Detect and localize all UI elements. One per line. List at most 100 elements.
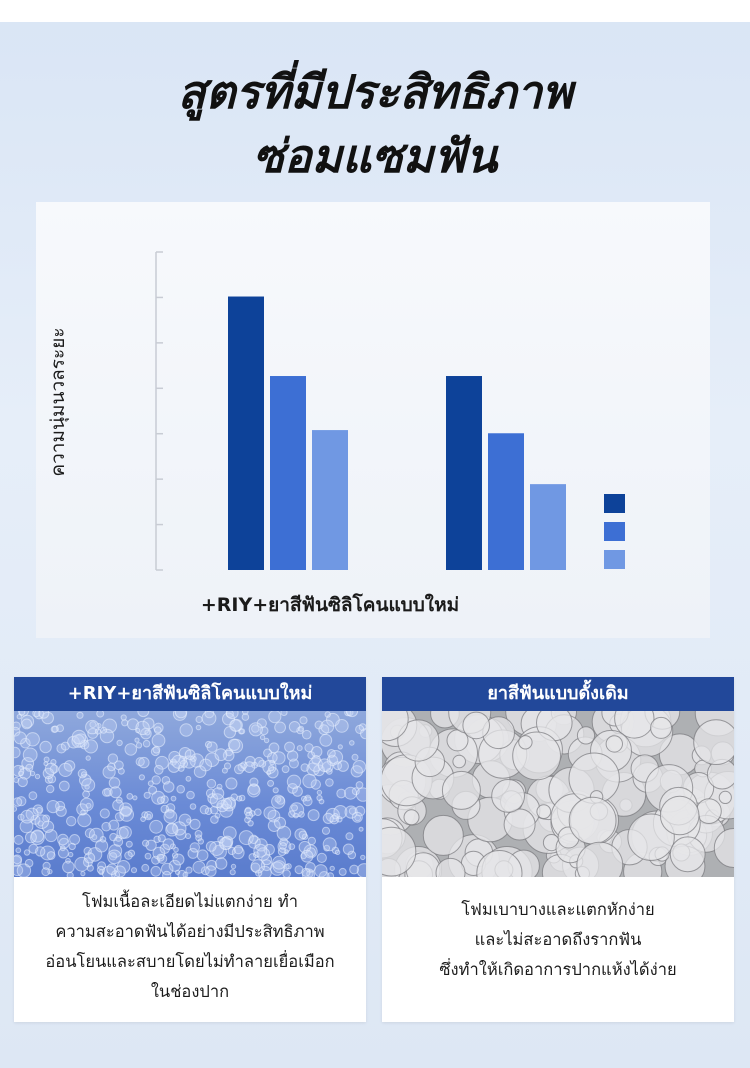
foam-bubble: [322, 837, 337, 852]
foam-bubble: [268, 765, 275, 772]
foam-bubble: [185, 833, 192, 840]
foam-bubble: [333, 805, 348, 819]
foam-bubble: [301, 729, 312, 740]
foam-bubble: [71, 729, 87, 745]
foam-bubble: [14, 864, 24, 877]
foam-bubble: [124, 851, 133, 860]
headline-line-2: ซ่อมแซมฟัน: [252, 129, 498, 183]
foam-bubble: [14, 806, 18, 812]
foam-bubble: [195, 834, 203, 842]
foam-bubble: [57, 833, 69, 846]
foam-bubble: [503, 808, 536, 841]
foam-bubble: [85, 755, 91, 761]
foam-bubble: [84, 852, 96, 864]
foam-bubble: [102, 765, 116, 779]
foam-bubble: [161, 776, 171, 785]
foam-bubble: [108, 844, 123, 858]
foam-bubble: [327, 749, 336, 758]
foam-bubble: [210, 815, 219, 824]
foam-bubble: [360, 728, 366, 740]
foam-bubble: [338, 867, 347, 876]
foam-bubble: [358, 826, 364, 832]
foam-bubble: [165, 823, 179, 837]
foam-bubble: [441, 770, 481, 810]
foam-bubble: [215, 857, 228, 870]
foam-bubble: [291, 804, 298, 812]
bar-1-3: [312, 430, 348, 570]
headline-line-1: สูตรที่มีประสิทธิภาพ: [177, 65, 573, 119]
foam-bubble: [268, 742, 280, 754]
foam-bubble: [272, 855, 286, 870]
foam-bubble: [302, 773, 317, 789]
foam-bubble: [19, 819, 34, 834]
foam-bubble: [80, 871, 86, 877]
foam-bubble: [282, 869, 291, 877]
foam-bubble: [107, 762, 116, 772]
foam-bubble: [568, 796, 617, 845]
foam-bubble: [382, 711, 409, 742]
foam-bubble: [293, 812, 299, 819]
foam-bubble: [422, 814, 464, 856]
foam-bubble: [195, 715, 203, 724]
foam-bubble: [60, 741, 70, 751]
foam-bubble: [271, 794, 286, 809]
foam-bubble: [85, 802, 92, 809]
foam-bubble: [108, 819, 120, 831]
chart-card: [36, 202, 710, 638]
foam-bubble: [197, 838, 205, 845]
foam-bubble: [263, 806, 277, 820]
foam-bubble: [144, 729, 151, 736]
foam-bubble: [302, 796, 313, 807]
foam-bubble: [227, 738, 241, 751]
foam-bubble: [148, 785, 158, 795]
foam-bubble: [349, 864, 360, 875]
foam-bubble: [347, 850, 357, 860]
foam-bubble: [39, 740, 52, 754]
foam-bubble: [79, 797, 94, 812]
foam-bubble: [152, 846, 166, 860]
foam-bubble: [267, 819, 281, 832]
top-bar: [0, 0, 750, 22]
foam-bubble: [144, 852, 152, 860]
foam-bubble: [21, 757, 35, 770]
foam-bubble: [267, 779, 275, 787]
foam-bubble: [298, 811, 305, 818]
foam-bubble: [251, 724, 260, 733]
panel-traditional-line: และไม่สะอาดถึงรากฟัน: [474, 930, 642, 949]
foam-bubble: [231, 846, 245, 860]
foam-bubble: [143, 811, 154, 821]
foam-bubble: [25, 732, 40, 747]
foam-bubble: [102, 788, 111, 797]
x-axis-label: +RIY+ยาสีฟันซิลิโคนแบบใหม่: [200, 594, 460, 616]
foam-bubble: [328, 750, 344, 765]
foam-bubble: [109, 786, 122, 799]
bar-chart: [155, 251, 625, 571]
foam-bubble: [121, 719, 129, 727]
foam-bubble: [179, 723, 193, 737]
foam-bubble: [99, 808, 110, 819]
foam-bubble: [211, 787, 225, 800]
foam-bubble: [81, 778, 96, 793]
foam-bubble: [172, 853, 185, 866]
foam-bubble: [268, 711, 282, 724]
foam-bubble: [329, 814, 340, 825]
foam-bubble: [650, 716, 673, 739]
foam-bubble: [101, 821, 111, 832]
foam-bubble: [337, 760, 349, 772]
foam-bubble: [126, 793, 134, 800]
foam-bubble: [189, 842, 201, 853]
foam-bubble: [536, 804, 552, 819]
foam-bubble: [206, 778, 217, 789]
foam-bubble: [292, 786, 303, 797]
foam-bubble: [205, 841, 217, 852]
foam-bubble: [337, 744, 343, 750]
coarse-foam-image: [382, 711, 734, 877]
foam-bubble: [18, 711, 26, 716]
foam-bubble: [311, 755, 321, 765]
foam-bubble: [151, 733, 166, 748]
foam-bubble: [298, 725, 304, 732]
foam-bubble: [299, 716, 308, 725]
foam-bubble: [107, 849, 122, 865]
foam-bubble: [403, 809, 420, 826]
panel-new-line: โฟมเนื้อละเอียดไม่แตกง่าย ทำ: [81, 892, 299, 911]
